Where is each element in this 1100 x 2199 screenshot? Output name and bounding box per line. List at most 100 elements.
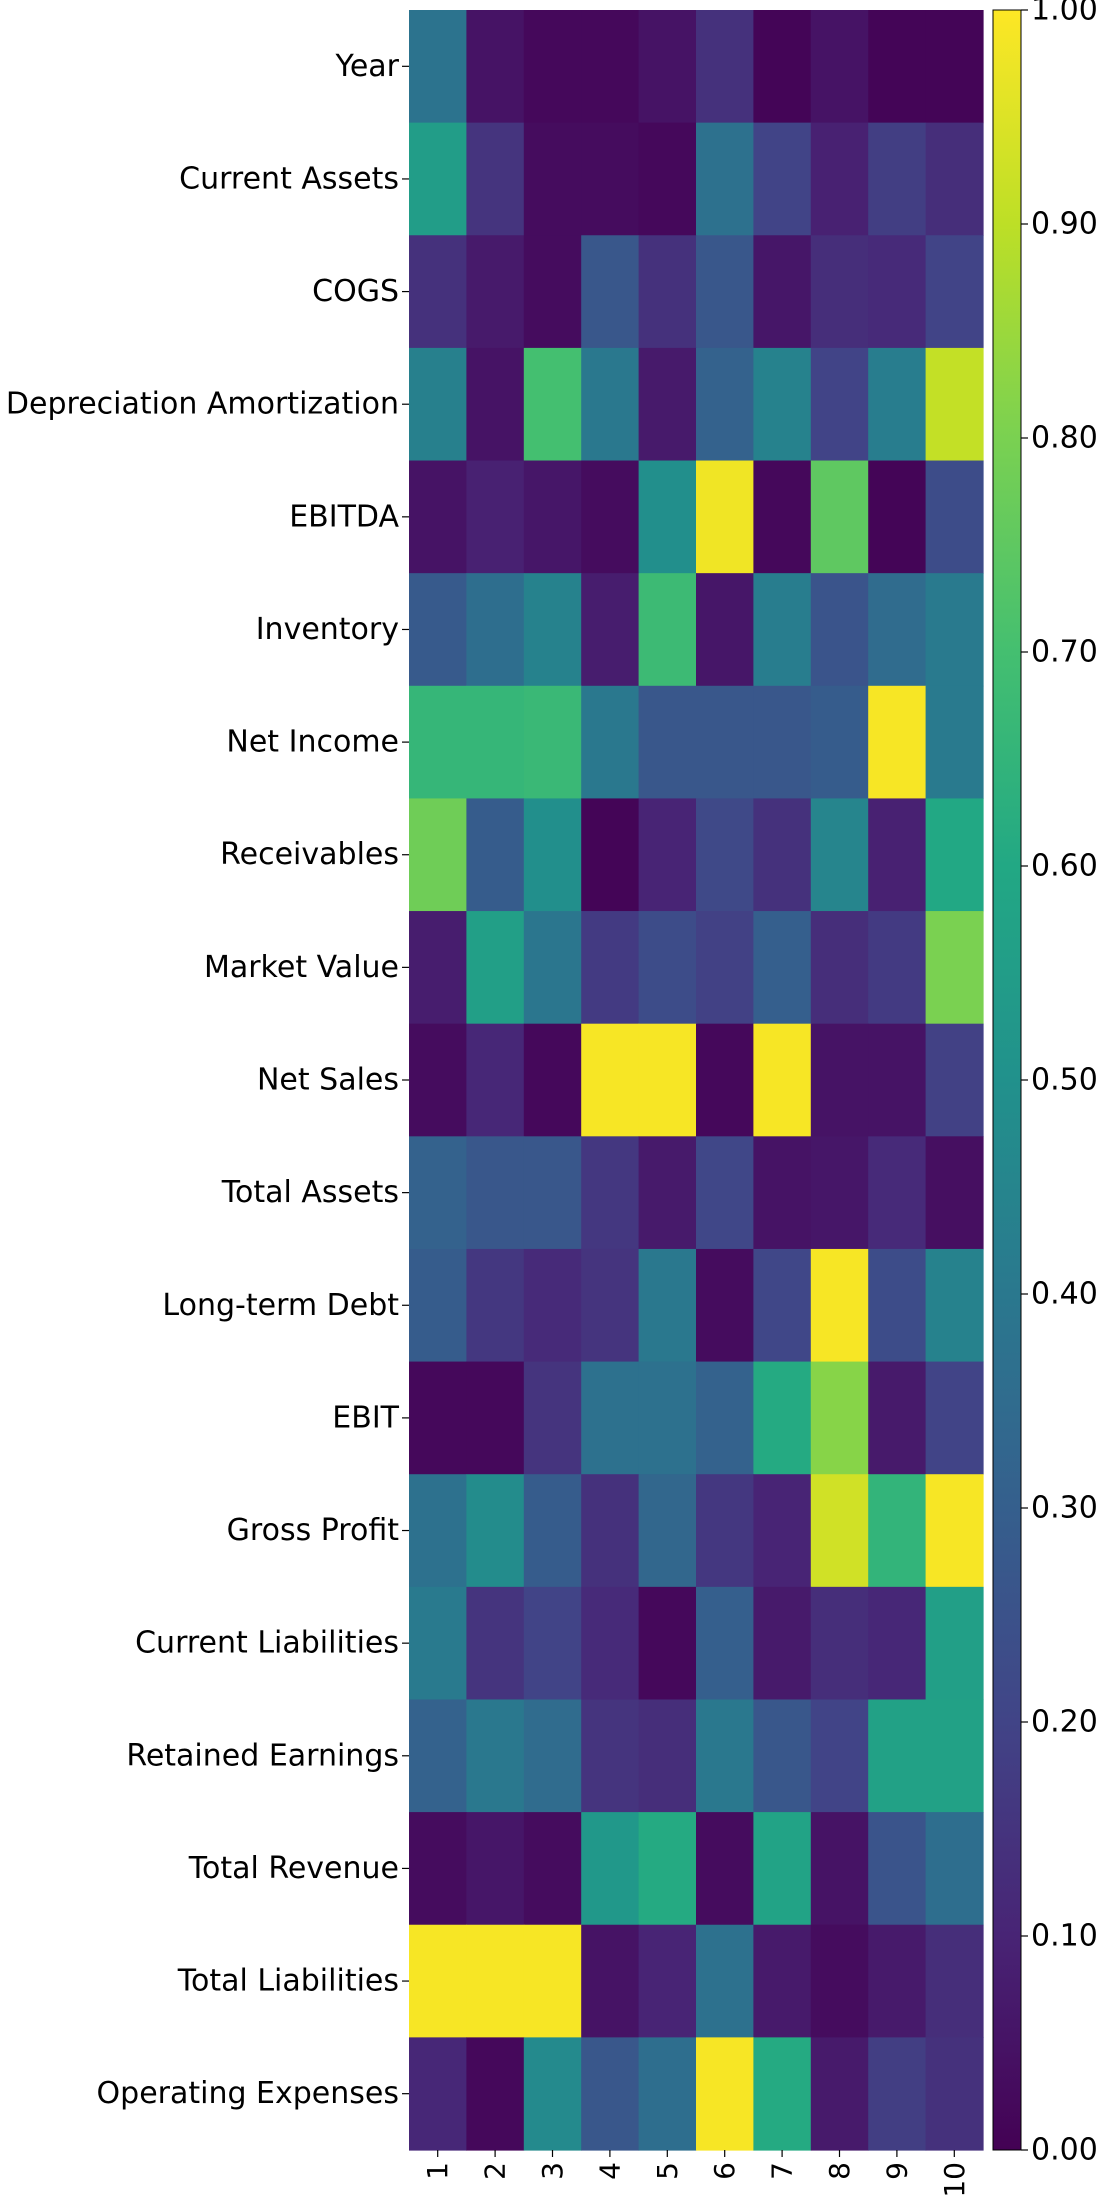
heatmap-cell [925,1924,984,2038]
heatmap-cell [810,460,869,574]
y-tick-label: Retained Earnings [126,1738,399,1773]
x-tick-label: 6 [708,2162,741,2180]
heatmap-cell [409,1136,467,1250]
heatmap-cell [638,347,697,462]
heatmap-cell [466,10,525,124]
heatmap-cell [581,1361,640,1475]
heatmap-cell [868,235,927,349]
heatmap-cell [466,1361,525,1475]
x-tick-label: 1 [421,2162,454,2180]
heatmap-cell [868,1586,927,1701]
heatmap-cell [868,1361,927,1475]
colorbar: 0.00 0.10 0.20 0.30 0.40 0.50 0.60 0.70 0.80 0.90… [992,0,1098,2168]
heatmap-cell [409,1248,467,1363]
heatmap-cell [466,347,525,462]
heatmap-cell [810,1474,869,1588]
colorbar-tick-label: 0.90 [1031,207,1098,242]
heatmap-cell [810,1023,869,1137]
heatmap-cell [523,911,582,1025]
heatmap-cell [523,2037,582,2151]
heatmap-cell [523,10,582,124]
heatmap-cell [581,1586,640,1701]
heatmap-cell [753,235,812,349]
heatmap-cell [696,1474,754,1588]
heatmap-cell [925,1812,984,1926]
heatmap-cell [753,122,812,236]
y-tick-label: Depreciation Amortization [6,387,399,422]
y-tick-label: Receivables [220,837,399,872]
heatmap-cell [810,1248,869,1363]
heatmap-cell [753,10,812,124]
y-tick-label: Current Liabilities [135,1626,399,1661]
heatmap-cell [696,685,754,800]
heatmap-cell [523,460,582,574]
colorbar-tick-label: 1.00 [1031,0,1098,28]
colorbar-fill [992,9,1022,2151]
heatmap-cell [638,911,697,1025]
heatmap-cell [810,2037,869,2151]
heatmap-cell [753,1586,812,1701]
heatmap-cell [523,1361,582,1475]
heatmap-cell [810,347,869,462]
heatmap-cell [523,347,582,462]
heatmap-cell [925,1474,984,1588]
heatmap-cell [581,685,640,800]
heatmap-cell [696,2037,754,2151]
heatmap-cell [523,1136,582,1250]
heatmap-cell [810,235,869,349]
heatmap-cell [466,1812,525,1926]
y-tick-label: Inventory [256,612,399,647]
heatmap-cell [925,235,984,349]
heatmap-cell [409,1586,467,1701]
heatmap-cell [868,1699,927,1813]
heatmap-cell [696,347,754,462]
heatmap-cell [696,1586,754,1701]
heatmap-cell [925,2037,984,2151]
heatmap-cell [466,1924,525,2038]
heatmap-cell [638,235,697,349]
heatmap-cell [466,911,525,1025]
heatmap-cell [581,1023,640,1137]
heatmap-cell [409,1023,467,1137]
heatmap-cell [925,1586,984,1701]
heatmap-cell [696,1812,754,1926]
colorbar-tick-label: 0.40 [1031,1277,1098,1312]
y-tick-label: Current Assets [179,161,399,196]
heatmap-cell [638,1699,697,1813]
heatmap-cell [925,10,984,124]
heatmap-cell [409,1924,467,2038]
colorbar-tick-label: 0.80 [1031,421,1098,456]
heatmap-cell [466,1586,525,1701]
heatmap-cell [753,798,812,912]
heatmap-cell [466,235,525,349]
heatmap-cell [523,122,582,236]
y-tick-label: Year [334,49,399,84]
heatmap-cell [409,347,467,462]
heatmap-cell [868,1023,927,1137]
heatmap-cell [581,347,640,462]
heatmap-cell [466,798,525,912]
heatmap-cell [638,122,697,236]
heatmap-cell [581,122,640,236]
heatmap-cell [581,1812,640,1926]
heatmap-cell [868,685,927,800]
heatmap-cell [581,235,640,349]
heatmap-cell [638,460,697,574]
heatmap-cell [409,798,467,912]
heatmap-cell [466,2037,525,2151]
heatmap-cell [638,1248,697,1363]
heatmap-cell [523,798,582,912]
heatmap-cell [466,685,525,800]
heatmap-cell [868,460,927,574]
x-tick-label: 7 [766,2162,799,2180]
heatmap-cell [523,1924,582,2038]
y-tick-label: Long-term Debt [162,1288,399,1323]
heatmap-cell [409,1699,467,1813]
heatmap-cell [581,573,640,687]
heatmap-cell [925,1136,984,1250]
heatmap-cell [868,1248,927,1363]
heatmap-cell [409,1812,467,1926]
heatmap-cell [638,10,697,124]
heatmap-cell [409,685,467,800]
